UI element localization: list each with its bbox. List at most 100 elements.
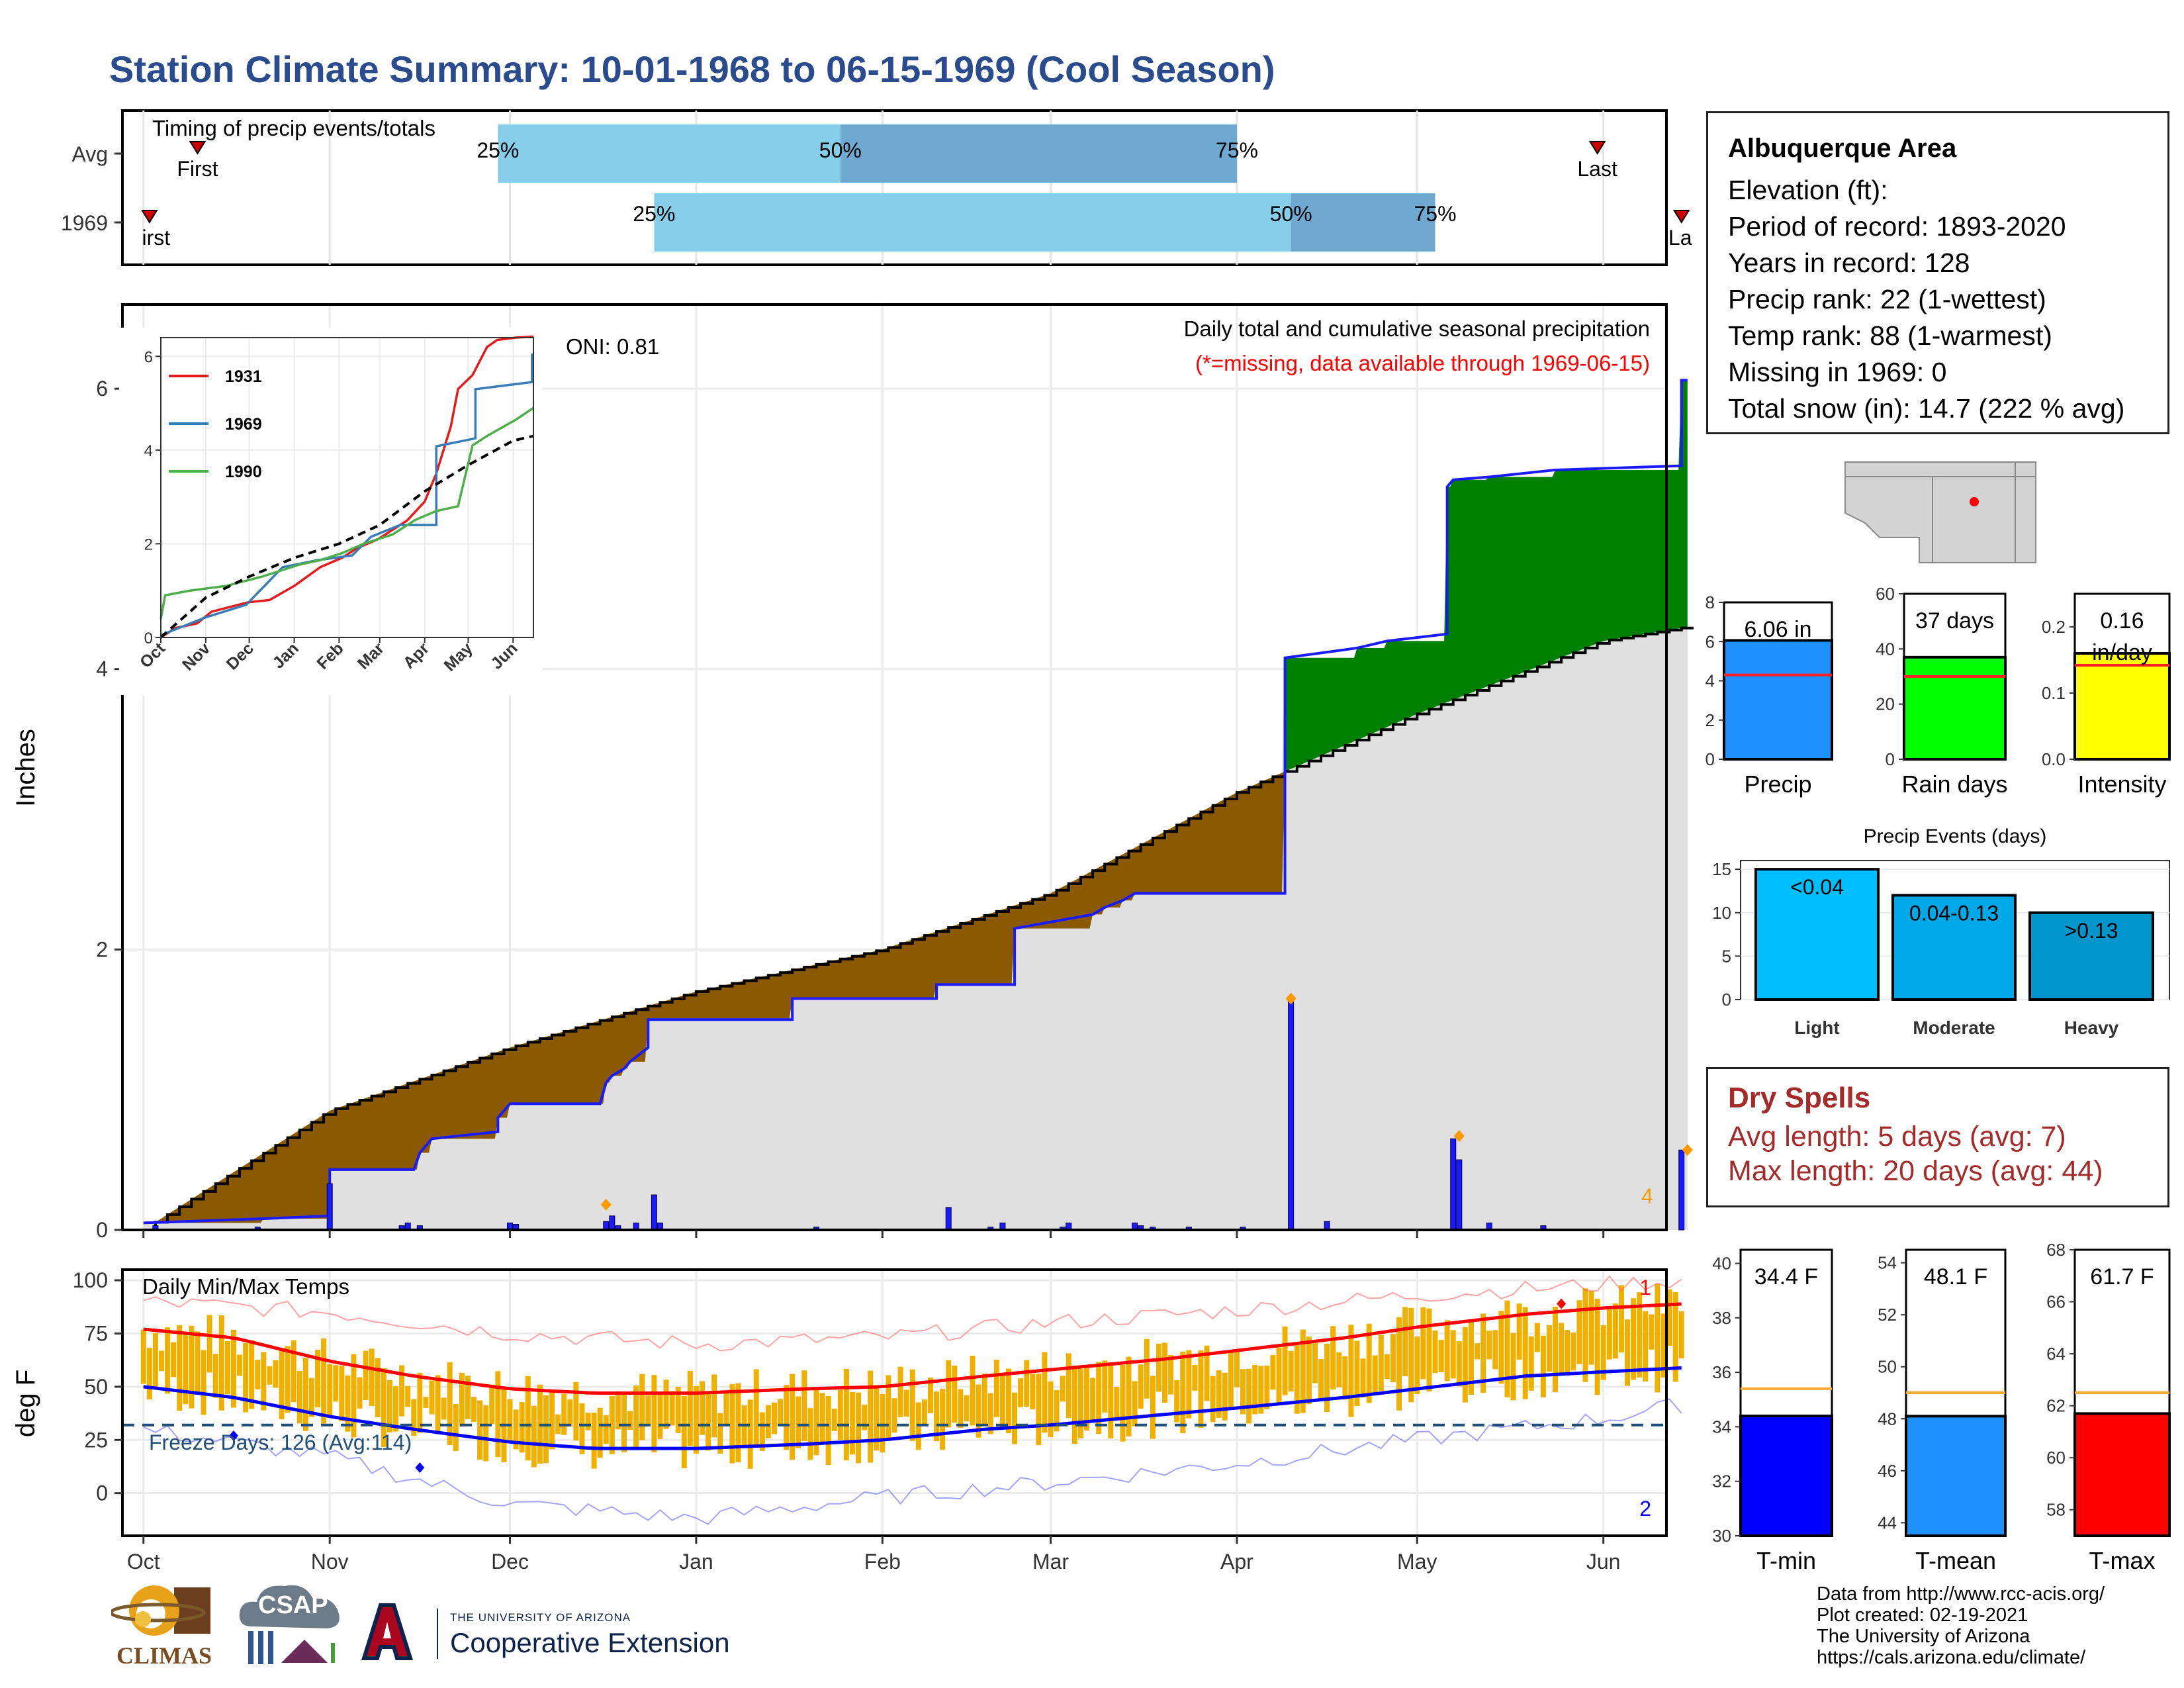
- daily-temp-bar: [970, 1356, 976, 1426]
- temp-x-tick-label: Feb: [864, 1550, 901, 1573]
- daily-temp-bar: [603, 1415, 609, 1444]
- daily-temp-bar: [1372, 1355, 1378, 1394]
- daily-temp-bar: [747, 1399, 753, 1469]
- daily-temp-bar: [921, 1399, 927, 1425]
- timing-title: Timing of precip events/totals: [152, 116, 435, 140]
- daily-temp-bar: [651, 1375, 657, 1453]
- precip-events-y-tick-label: 0: [1722, 990, 1731, 1009]
- daily-temp-bar: [279, 1350, 285, 1420]
- dry-spells-title: Dry Spells: [1728, 1082, 1871, 1114]
- mini-chart-y-tick-label: 36: [1712, 1362, 1731, 1382]
- ua-block-a-icon: [361, 1603, 414, 1660]
- daily-temp-bar: [1132, 1381, 1138, 1427]
- mini-chart-title: T-max: [2089, 1547, 2155, 1574]
- timing-label-25: 25%: [633, 202, 675, 226]
- inset-y-tick-label: 0: [144, 630, 153, 647]
- daily-temp-bar: [1156, 1343, 1161, 1392]
- mini-chart-title: Precip: [1744, 771, 1811, 798]
- daily-temp-bar: [1192, 1364, 1198, 1391]
- precip-events-bar: [1754, 868, 1880, 1001]
- daily-temp-bar: [1312, 1343, 1318, 1383]
- timing-panel: [114, 109, 1690, 266]
- daily-temp-bar: [687, 1371, 693, 1446]
- precip-y-tick-label: 2: [96, 937, 108, 961]
- daily-temp-bar: [1234, 1349, 1240, 1387]
- mini-chart-y-tick-label: 60: [2046, 1448, 2066, 1468]
- mini-chart-y-tick-label: 0: [1886, 749, 1895, 769]
- daily-temp-bar: [1222, 1372, 1228, 1421]
- daily-temp-bar: [1054, 1390, 1060, 1432]
- daily-temp-bar: [1420, 1307, 1426, 1380]
- precip-surplus-area: [1285, 380, 1688, 772]
- daily-temp-bar: [1348, 1325, 1354, 1417]
- daily-temp-bar: [1438, 1339, 1444, 1372]
- daily-temp-bar: [868, 1370, 874, 1463]
- missing-text: Missing in 1969: 0: [1728, 357, 1947, 387]
- timing-bar-25-50: [654, 193, 1291, 252]
- temp-frame: [121, 1268, 1668, 1537]
- daily-temp-bar: [1432, 1330, 1438, 1374]
- temp-x-tick-label: Jan: [679, 1550, 713, 1573]
- daily-temp-bar: [1408, 1307, 1414, 1403]
- daily-temp-bar: [1306, 1336, 1312, 1405]
- daily-temp-bar: [375, 1358, 381, 1418]
- daily-temp-bar: [447, 1362, 453, 1446]
- daily-temp-bar: [1090, 1378, 1096, 1421]
- mini-chart-value-bar: [1723, 639, 1833, 761]
- daily-temp-bar: [735, 1383, 741, 1463]
- daily-temp-bar: [308, 1378, 314, 1417]
- daily-temp-bar: [1396, 1317, 1402, 1411]
- daily-temp-bar: [549, 1391, 555, 1450]
- climas-emblem-icon: [109, 1585, 210, 1636]
- daily-temp-bar: [1565, 1330, 1570, 1374]
- daily-temp-bar: [633, 1385, 639, 1449]
- inset-chart: [119, 328, 543, 695]
- daily-temp-bar: [958, 1389, 964, 1428]
- daily-temp-bar: [1138, 1364, 1144, 1409]
- daily-temp-bar: [609, 1395, 615, 1454]
- mini-chart-title: T-mean: [1915, 1547, 1996, 1574]
- mini-chart-y-tick-label: 44: [1878, 1513, 1897, 1532]
- temp-y-axis-label: deg F: [11, 1370, 40, 1437]
- record-max-line: [143, 1275, 1682, 1352]
- daily-temp-bar: [765, 1405, 771, 1438]
- timing-row-label: 1969: [61, 211, 108, 235]
- daily-temp-bar: [249, 1340, 255, 1409]
- daily-temp-bar: [856, 1392, 862, 1464]
- daily-temp-bar: [1649, 1314, 1655, 1350]
- mini-chart-y-tick-label: 0: [1706, 749, 1715, 769]
- daily-temp-bar: [345, 1375, 351, 1432]
- daily-temp-bar: [615, 1391, 621, 1430]
- daily-temp-bar: [753, 1369, 759, 1446]
- daily-temp-bar: [1162, 1342, 1168, 1403]
- daily-temp-bar: [711, 1374, 717, 1438]
- freeze-days-label: Freeze Days: 126 (Avg:114): [149, 1430, 412, 1454]
- daily-temp-bar: [1288, 1350, 1294, 1392]
- mini-chart-t-mean: [1901, 1248, 2007, 1537]
- daily-temp-bar: [1012, 1392, 1018, 1444]
- daily-temp-bar: [489, 1384, 495, 1425]
- daily-temp-bar: [351, 1354, 357, 1438]
- ua-cooperative-extension: Cooperative Extension: [450, 1627, 730, 1658]
- daily-temp-bar: [165, 1327, 171, 1394]
- mini-chart-rain-days: [1899, 592, 2007, 761]
- daily-temp-bar: [171, 1342, 177, 1378]
- daily-temp-bar: [321, 1338, 327, 1424]
- mini-chart-value-bar: [2073, 1412, 2171, 1538]
- inset-series-line-1969: [160, 353, 533, 637]
- daily-temp-bar: [399, 1365, 405, 1417]
- daily-temp-bar: [705, 1392, 711, 1451]
- mini-chart-y-tick-label: 54: [1878, 1253, 1897, 1273]
- daily-temp-bar: [964, 1395, 970, 1422]
- precip-chart-title: Daily total and cumulative seasonal prec…: [1184, 316, 1650, 341]
- precip-events-y-tick-label: 10: [1712, 903, 1731, 923]
- daily-temp-bar: [1456, 1341, 1462, 1387]
- daily-temp-bar: [1426, 1308, 1432, 1392]
- temp-x-tick-label: May: [1397, 1550, 1437, 1573]
- avg-tmax-line: [143, 1302, 1682, 1395]
- timing-row-label: Avg: [71, 142, 108, 166]
- record-low-marker: [415, 1462, 425, 1474]
- daily-precip-bar: [651, 1194, 657, 1231]
- daily-temp-bar: [1492, 1330, 1498, 1370]
- daily-temp-bar: [621, 1391, 627, 1452]
